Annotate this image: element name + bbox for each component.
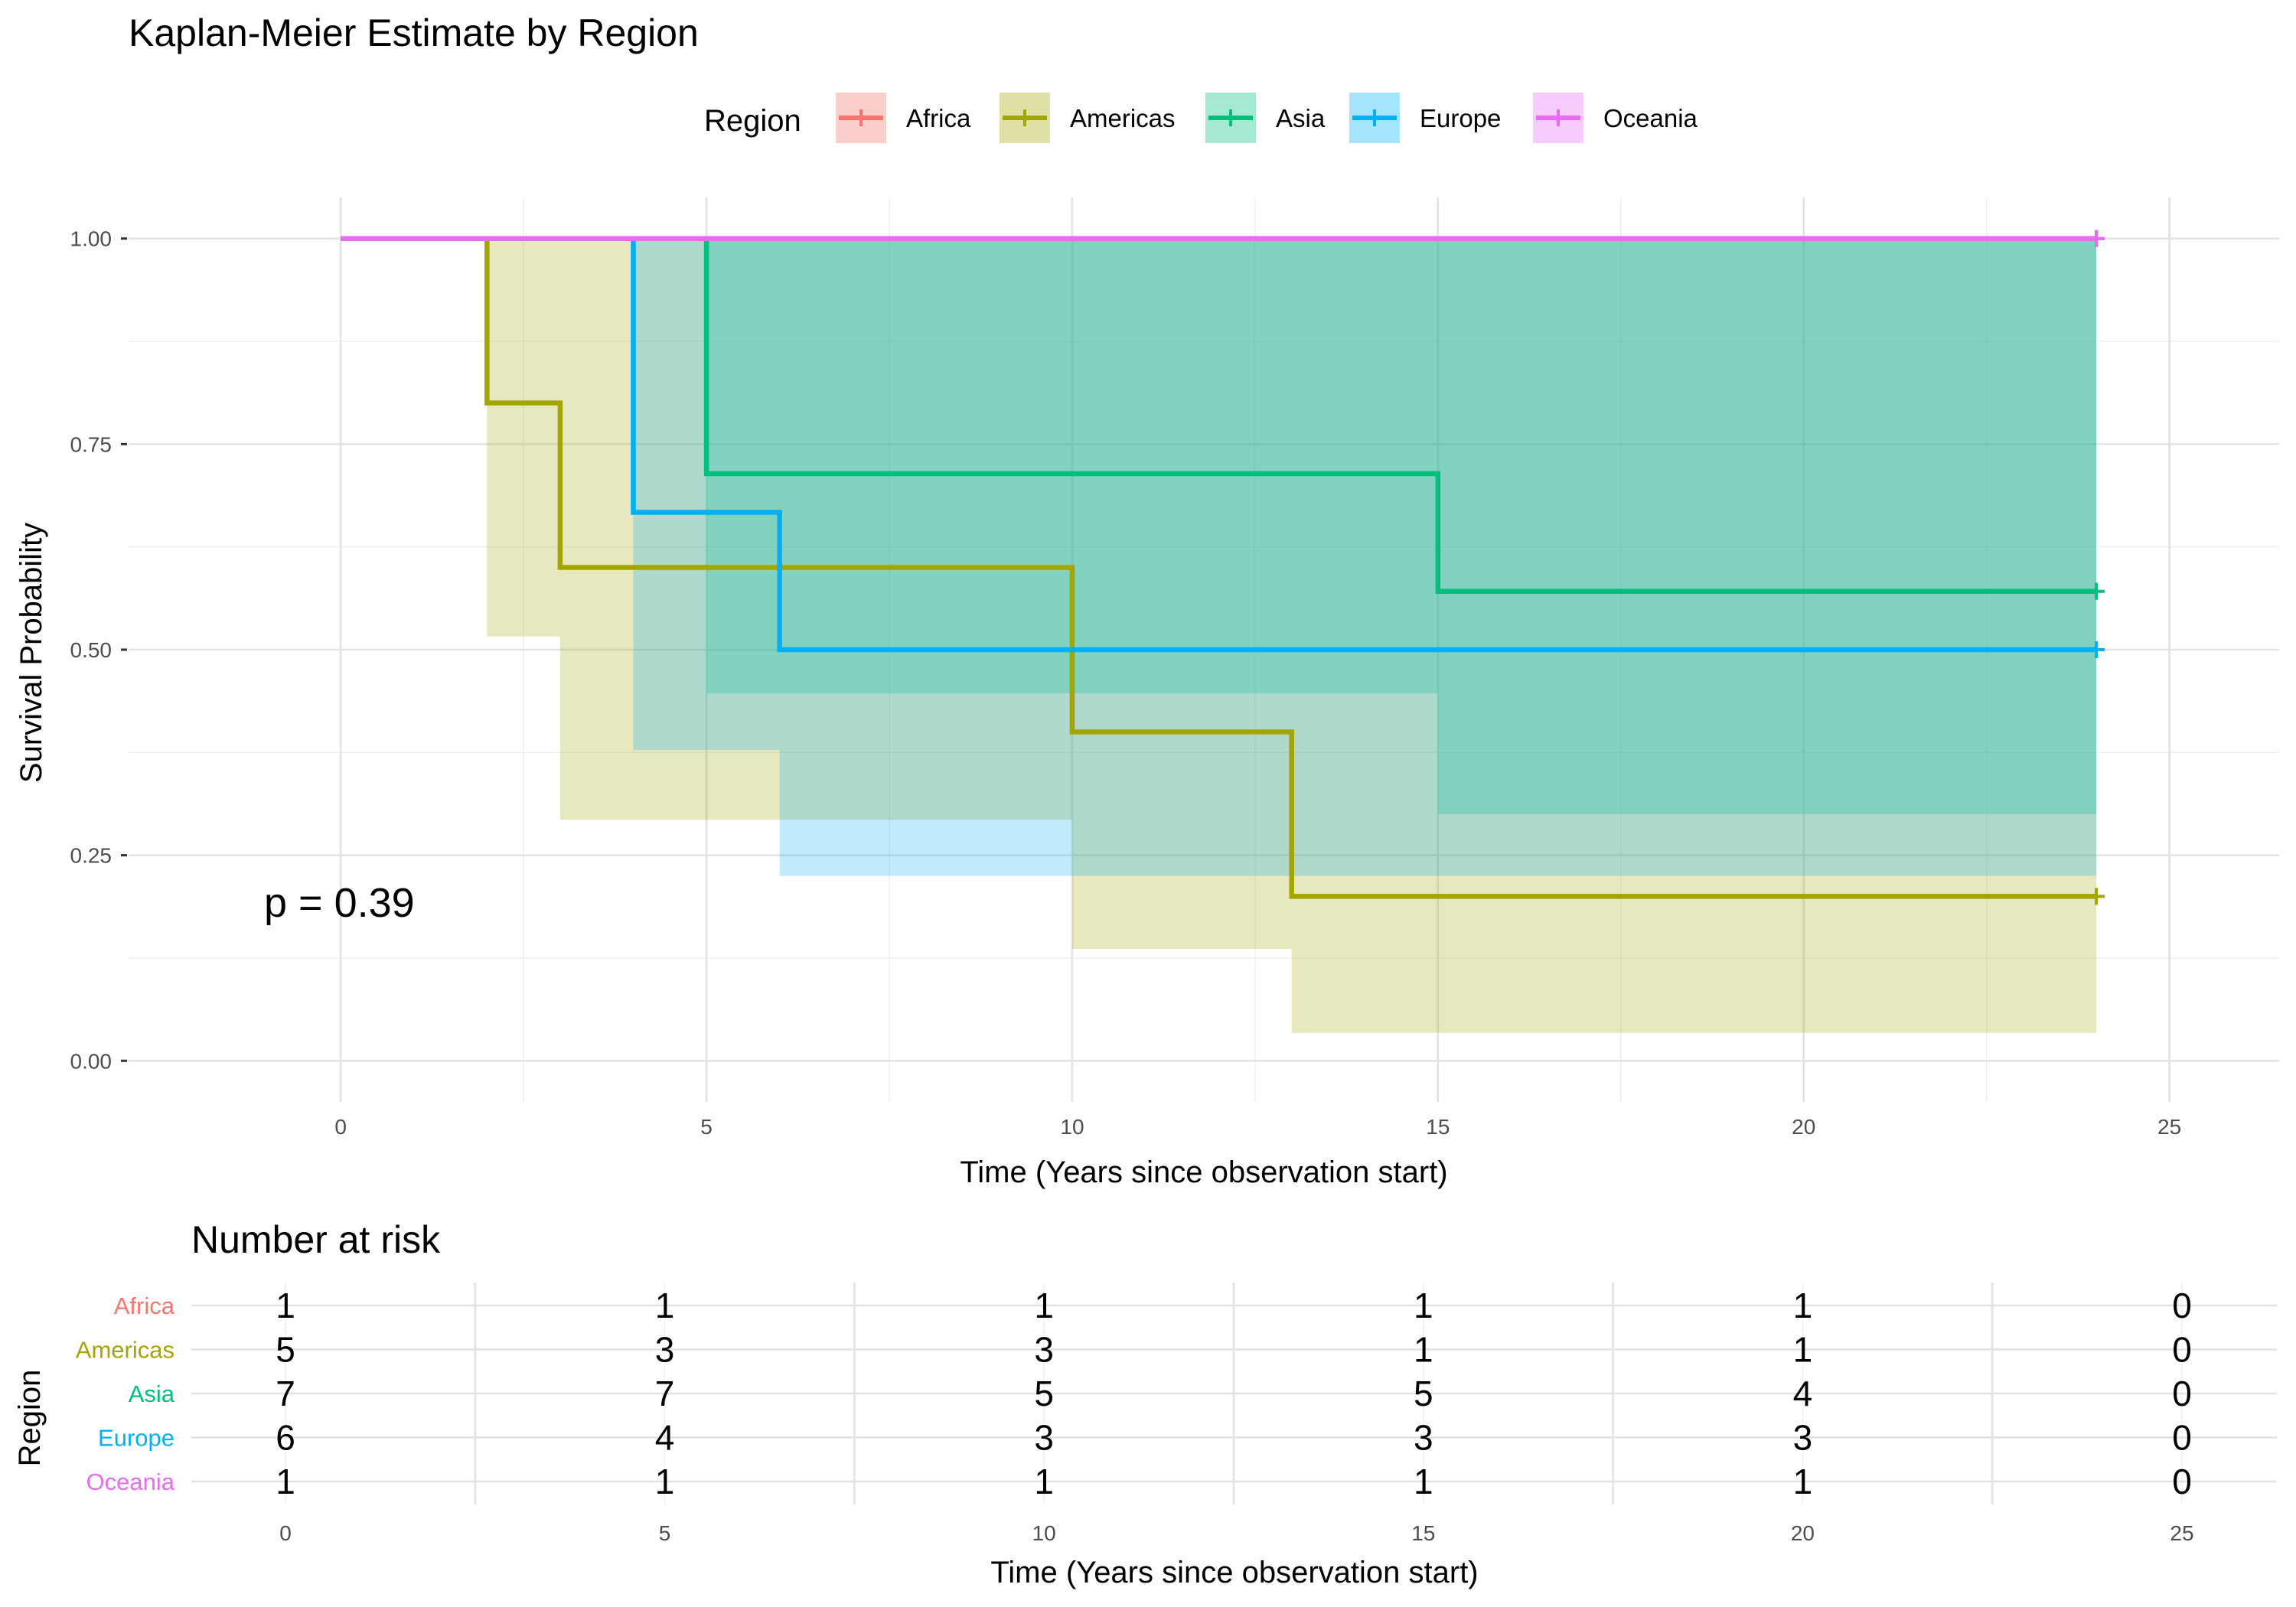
censor-mark-europe [2088, 641, 2105, 658]
risk-row-europe: Europe 6 4 3 3 3 0 [98, 1418, 2192, 1458]
risk-count: 3 [1793, 1418, 1813, 1458]
x-axis-ticks: 0 5 10 15 20 25 [334, 1115, 2181, 1139]
x-axis-title: Time (Years since observation start) [960, 1156, 1447, 1189]
legend-item-oceania: Oceania [1533, 93, 1698, 143]
censor-mark-oceania [2088, 230, 2105, 247]
risk-count: 1 [1793, 1462, 1813, 1501]
x-tick-label: 0 [334, 1115, 347, 1139]
risk-table-x-ticks: 0 5 10 15 20 25 [279, 1521, 2193, 1545]
p-value-annotation: p = 0.39 [264, 880, 415, 926]
legend-item-americas: Americas [1000, 93, 1176, 143]
legend-item-asia: Asia [1205, 93, 1326, 143]
x-tick-label: 5 [700, 1115, 713, 1139]
x-tick-label: 10 [1060, 1115, 1084, 1139]
risk-count: 1 [1793, 1286, 1813, 1325]
risk-count: 5 [1414, 1374, 1433, 1413]
x-tick-label: 25 [2157, 1115, 2181, 1139]
legend-item-europe: Europe [1349, 93, 1501, 143]
censor-mark-americas [2088, 888, 2105, 905]
censor-marks [2088, 230, 2105, 905]
risk-count: 5 [276, 1330, 295, 1370]
risk-count: 3 [1034, 1418, 1054, 1458]
y-axis-title: Survival Probability [15, 523, 48, 783]
risk-row-label-europe: Europe [98, 1425, 174, 1452]
survival-plot-panel: 0.00 0.25 0.50 0.75 1.00 0 5 10 15 20 25 p = 0.39… [15, 197, 2279, 1189]
risk-row-asia: Asia 7 7 5 5 4 0 [129, 1374, 2192, 1413]
risk-count: 1 [655, 1286, 675, 1325]
risk-count: 1 [1793, 1330, 1813, 1370]
x-tick-label: 20 [1792, 1115, 1815, 1139]
risk-row-label-africa: Africa [114, 1292, 175, 1319]
risk-count: 3 [1414, 1418, 1433, 1458]
risk-table-title: Number at risk [191, 1218, 441, 1261]
legend-item-africa: Africa [836, 93, 971, 143]
risk-x-tick-label: 0 [279, 1521, 292, 1545]
risk-row-americas: Americas 5 3 3 1 1 0 [76, 1330, 2192, 1370]
risk-count: 3 [655, 1330, 675, 1370]
risk-count: 0 [2172, 1286, 2192, 1325]
risk-count: 4 [655, 1418, 675, 1458]
risk-count: 1 [276, 1462, 295, 1501]
survival-curves [341, 236, 2097, 899]
risk-x-tick-label: 15 [1411, 1521, 1435, 1545]
risk-count: 5 [1034, 1374, 1054, 1413]
risk-x-tick-label: 25 [2170, 1521, 2193, 1545]
legend-label-oceania: Oceania [1603, 104, 1698, 132]
confidence-bands [341, 238, 2097, 1033]
risk-x-axis-title: Time (Years since observation start) [990, 1556, 1478, 1589]
risk-count: 1 [1414, 1462, 1433, 1501]
legend-label-europe: Europe [1420, 104, 1501, 132]
ci-band-americas [341, 238, 2097, 1033]
y-tick-label: 0.00 [70, 1049, 113, 1073]
risk-count: 1 [1414, 1330, 1433, 1370]
x-tick-label: 15 [1426, 1115, 1450, 1139]
y-axis-ticks: 0.00 0.25 0.50 0.75 1.00 [70, 227, 127, 1073]
risk-count: 1 [1034, 1462, 1054, 1501]
risk-count: 7 [655, 1374, 675, 1413]
risk-row-label-americas: Americas [76, 1337, 174, 1364]
risk-count: 1 [1414, 1286, 1433, 1325]
risk-row-label-oceania: Oceania [86, 1468, 175, 1495]
chart-title: Kaplan-Meier Estimate by Region [129, 11, 699, 54]
risk-count: 0 [2172, 1418, 2192, 1458]
risk-count: 1 [655, 1462, 675, 1501]
survival-curve-americas [341, 236, 2097, 899]
legend-title: Region [704, 104, 801, 138]
risk-row-oceania: Oceania 1 1 1 1 1 0 [86, 1462, 2192, 1501]
risk-count: 3 [1034, 1330, 1054, 1370]
censor-mark-asia [2088, 582, 2105, 600]
legend-label-americas: Americas [1070, 104, 1176, 132]
risk-x-tick-label: 10 [1032, 1521, 1056, 1545]
legend-label-africa: Africa [906, 104, 971, 132]
risk-count: 1 [276, 1286, 295, 1325]
risk-count: 1 [1034, 1286, 1054, 1325]
risk-count: 7 [276, 1374, 295, 1413]
risk-table-gridlines [191, 1283, 2277, 1504]
risk-y-axis-title: Region [13, 1370, 47, 1467]
risk-x-tick-label: 5 [659, 1521, 671, 1545]
y-tick-label: 0.50 [70, 638, 113, 662]
risk-row-label-asia: Asia [129, 1380, 175, 1407]
y-tick-label: 0.75 [70, 432, 113, 456]
risk-count: 0 [2172, 1462, 2192, 1501]
legend: Region Africa Americas Asia Europe Oceania [704, 93, 1698, 143]
ci-band-europe [341, 238, 2097, 876]
risk-row-africa: Africa 1 1 1 1 1 0 [114, 1286, 2192, 1325]
risk-count: 6 [276, 1418, 295, 1458]
ci-band-asia [341, 238, 2097, 814]
y-tick-label: 0.25 [70, 844, 113, 868]
risk-count: 0 [2172, 1374, 2192, 1413]
risk-count: 0 [2172, 1330, 2192, 1370]
legend-label-asia: Asia [1276, 104, 1326, 132]
risk-count: 4 [1793, 1374, 1813, 1413]
risk-x-tick-label: 20 [1791, 1521, 1815, 1545]
y-tick-label: 1.00 [70, 227, 113, 251]
